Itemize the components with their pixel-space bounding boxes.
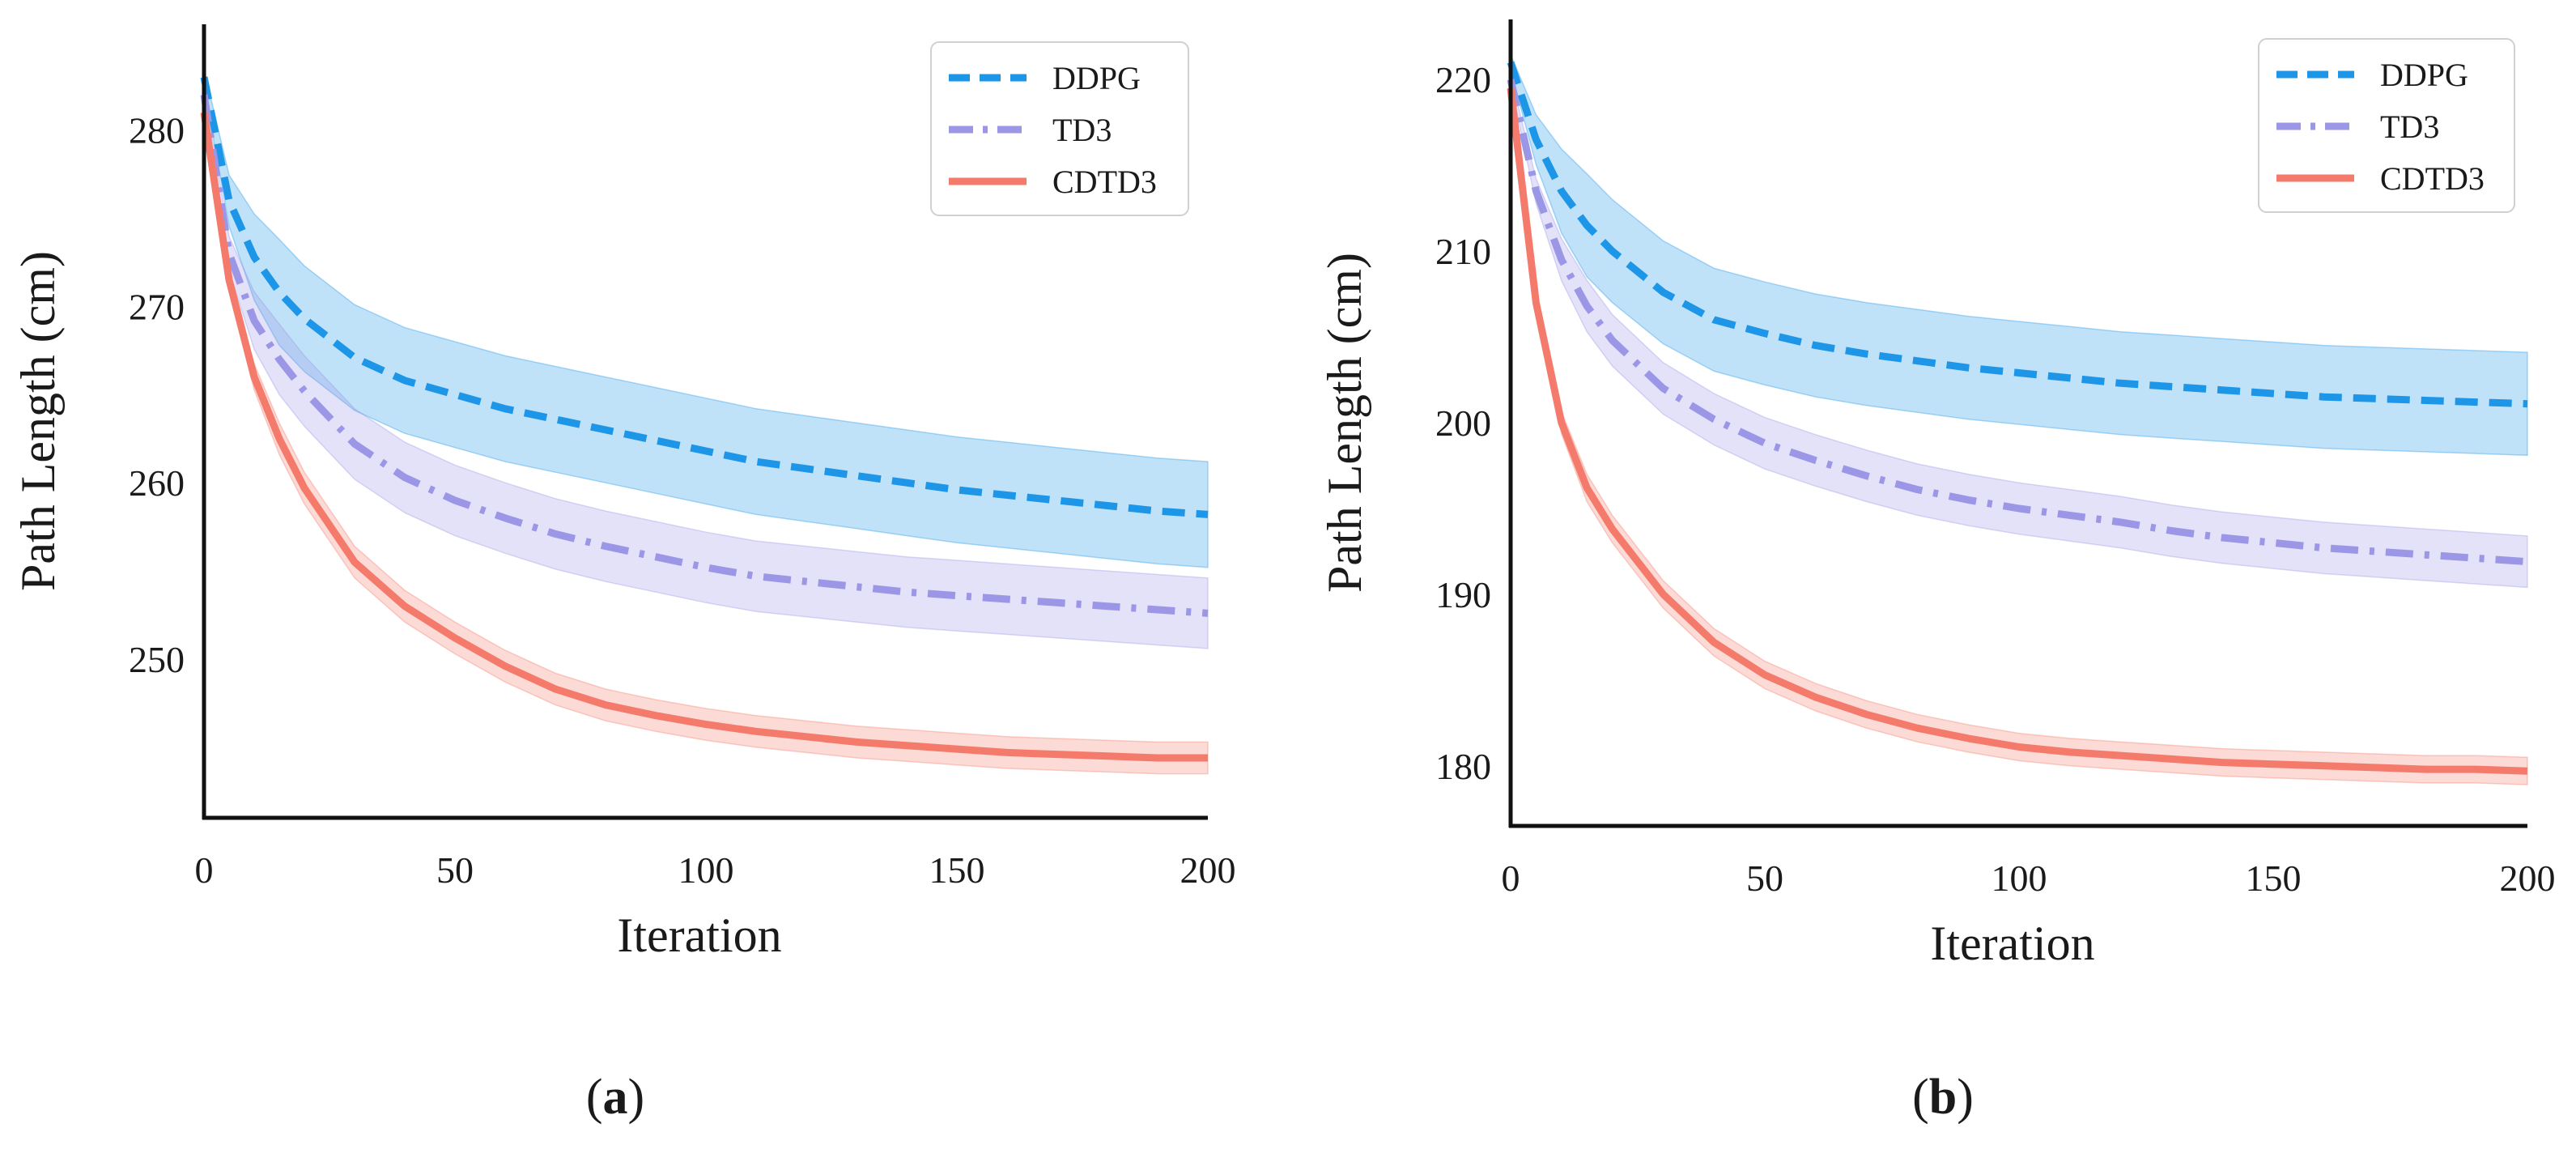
legend: DDPG TD3 CDTD3: [930, 41, 1189, 216]
legend-label-ddpg: DDPG: [1052, 60, 1141, 96]
caption-close: ): [628, 1070, 645, 1125]
y-tick-label: 220: [1435, 59, 1491, 100]
x-tick-label: 50: [1746, 857, 1783, 899]
series-band-td3: [203, 89, 1209, 649]
y-axis-title: Path Length (cm): [1318, 253, 1371, 593]
x-tick-label: 100: [1992, 857, 2047, 899]
legend-label-cdtd3: CDTD3: [1052, 164, 1157, 200]
x-tick-label: 100: [678, 849, 734, 891]
y-tick-label: 180: [1435, 746, 1491, 787]
series-line-td3: [200, 94, 1209, 617]
caption-letter: b: [1929, 1070, 1957, 1125]
x-tick-label: 200: [2500, 857, 2556, 899]
y-tick-label: 270: [129, 286, 185, 327]
y-tick-label: 210: [1435, 231, 1491, 272]
series-band-ddpg: [1510, 54, 2528, 457]
caption-open: (: [1912, 1070, 1929, 1125]
series-line-ddpg: [1507, 61, 2528, 408]
x-tick-label: 0: [195, 849, 214, 891]
y-tick-label: 280: [129, 110, 185, 151]
x-tick-label: 50: [436, 849, 474, 891]
chart-panel-b: 0 50 100 150 200 180 190 200 210 220 Iteration Path…: [1318, 19, 2556, 1125]
y-tick-label: 250: [129, 639, 185, 680]
x-tick-label: 150: [2246, 857, 2302, 899]
legend-box: [930, 41, 1189, 216]
chart-panel-a: 0 50 100 150 200 250 260 270 280 Iteration Path Le…: [11, 24, 1236, 1125]
legend-label-cdtd3: CDTD3: [2380, 160, 2485, 197]
x-tick-label: 0: [1502, 857, 1520, 899]
panel-caption: (a): [586, 1070, 644, 1125]
series-band-ddpg: [203, 69, 1209, 568]
x-tick-label: 200: [1180, 849, 1236, 891]
y-tick-label: 190: [1435, 574, 1491, 615]
series-band-cdtd3: [203, 109, 1209, 775]
panel-caption: (b): [1912, 1070, 1974, 1125]
series-line-ddpg: [200, 76, 1209, 518]
legend-label-td3: TD3: [1052, 112, 1112, 148]
series-line-td3: [1507, 79, 2528, 566]
caption-letter: a: [603, 1070, 628, 1125]
legend-box: [2258, 38, 2515, 213]
legend-label-ddpg: DDPG: [2380, 57, 2468, 93]
series-line-cdtd3: [1507, 87, 2528, 775]
series-band-cdtd3: [1510, 86, 2528, 785]
x-axis-title: Iteration: [617, 909, 781, 962]
caption-open: (: [586, 1070, 603, 1125]
x-axis-title: Iteration: [1930, 917, 2094, 970]
series-band-td3: [1510, 75, 2528, 589]
caption-close: ): [1957, 1070, 1974, 1125]
y-axis-title: Path Length (cm): [11, 251, 65, 591]
y-tick-label: 260: [129, 462, 185, 504]
x-tick-label: 150: [929, 849, 985, 891]
legend: DDPG TD3 CDTD3: [2258, 38, 2515, 213]
legend-label-td3: TD3: [2380, 109, 2439, 145]
series-line-cdtd3: [200, 112, 1208, 762]
y-tick-label: 200: [1435, 402, 1491, 444]
